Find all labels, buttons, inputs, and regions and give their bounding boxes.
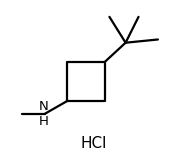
Text: H: H [39,115,49,128]
Text: HCl: HCl [80,136,107,151]
Text: N: N [39,100,49,113]
